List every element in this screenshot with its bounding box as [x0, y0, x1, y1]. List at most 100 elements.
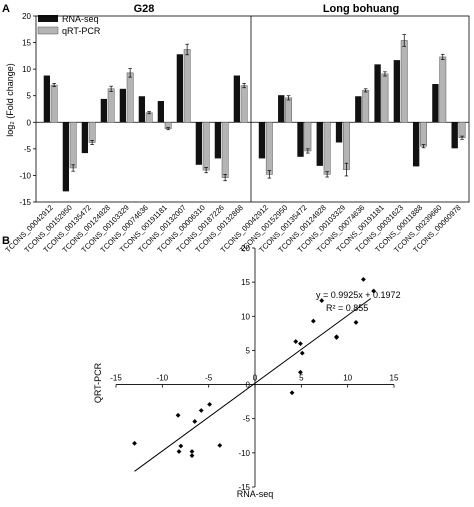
legend-swatch-qrt-pcr	[37, 26, 59, 35]
panel-a-y-tick-label: -5	[24, 145, 32, 154]
panel-a-y-tick-label: -10	[19, 171, 31, 180]
bar-rna-seq	[176, 54, 183, 123]
bar-qrt-pcr	[126, 72, 134, 123]
bar-rna-seq	[374, 64, 381, 123]
scatter-point	[371, 288, 377, 294]
panel-b-y-tick-label: 5	[246, 346, 251, 355]
regression-equation: y = 0.9925x + 0.1972	[316, 290, 401, 300]
bar-rna-seq	[355, 96, 362, 123]
bar-qrt-pcr	[69, 122, 77, 169]
panel-b-label: B	[2, 235, 10, 247]
bar-qrt-pcr	[183, 49, 191, 123]
trendline	[134, 298, 372, 472]
legend-swatch-rna-seq	[38, 15, 58, 22]
panel-b-x-axis-label: RNA-seq	[237, 489, 274, 499]
scatter-point	[198, 408, 204, 413]
panel-b-x-tick-label: 5	[299, 374, 304, 383]
panel-b-y-axis-label: QRT-PCR	[93, 362, 103, 403]
bar-qrt-pcr	[88, 122, 96, 143]
bar-qrt-pcr	[202, 122, 210, 171]
panel-b-x-tick-label: 0	[253, 374, 258, 383]
scatter-point	[334, 335, 339, 340]
panel-b-y-tick-label: -10	[238, 449, 250, 458]
bar-rna-seq	[278, 95, 285, 123]
bar-rna-seq	[258, 122, 266, 159]
panel-a-y-tick-label: -15	[19, 198, 31, 207]
bar-rna-seq	[138, 96, 145, 123]
panel-b-y-tick-label: 15	[241, 278, 250, 287]
scatter-point	[189, 453, 195, 458]
scatter-point	[207, 401, 212, 407]
panel-b-x-tick-label: -10	[157, 374, 169, 383]
scatter-point	[175, 412, 181, 418]
scatter-point	[310, 318, 316, 324]
bar-qrt-pcr	[420, 122, 427, 147]
panel-a-y-tick-label: 5	[27, 92, 32, 101]
panel-b-x-tick-label: 15	[390, 374, 399, 383]
scatter-point	[192, 419, 198, 424]
bar-rna-seq	[451, 122, 458, 149]
scatter-point	[298, 369, 303, 375]
panel-b-plot: -15 -10 -5 0 5 10 15 -15 -10 -5 0 5 10 15 20	[110, 244, 399, 492]
bar-qrt-pcr	[240, 85, 248, 123]
scatter-point	[189, 449, 195, 454]
bar-qrt-pcr	[304, 122, 312, 152]
bar-qrt-pcr	[400, 40, 408, 123]
panel-b-y-tick-label: 10	[241, 312, 250, 321]
panel-b-y-tick-label: 20	[241, 244, 250, 253]
group-title-long-bohuang: Long bohuang	[323, 3, 399, 15]
panel-b-y-tick-label: -5	[243, 415, 251, 424]
scatter-point	[298, 341, 303, 346]
scatter-point	[353, 320, 359, 325]
bar-rna-seq	[100, 98, 107, 123]
bar-rna-seq	[214, 122, 221, 159]
bar-rna-seq	[195, 122, 202, 165]
bar-rna-seq	[316, 122, 323, 166]
group-title-g28: G28	[134, 3, 155, 15]
bar-qrt-pcr	[285, 97, 293, 123]
panel-a-label: A	[2, 3, 10, 15]
bar-rna-seq	[157, 101, 164, 123]
bar-rna-seq	[393, 60, 401, 123]
scatter-point	[299, 350, 305, 356]
bar-rna-seq	[297, 122, 304, 157]
panel-b-x-tick-label: -5	[205, 374, 213, 383]
panel-a-y-tick-label: 10	[22, 65, 31, 74]
bar-rna-seq	[43, 75, 50, 123]
r-squared-label: R² = 0.855	[326, 303, 368, 313]
legend: RNA-seq qRT-PCR	[37, 14, 101, 36]
scatter-point	[178, 443, 184, 449]
panel-b-x-tick-label: 10	[343, 374, 352, 383]
bar-rna-seq	[119, 88, 126, 123]
bar-rna-seq	[335, 122, 343, 143]
bar-rna-seq	[233, 75, 240, 123]
panel-a-frame	[35, 15, 470, 203]
bar-qrt-pcr	[50, 84, 58, 123]
scatter-point	[132, 440, 137, 446]
bar-rna-seq	[81, 122, 88, 154]
legend-label-rna-seq: RNA-seq	[62, 14, 99, 24]
bar-rna-seq	[62, 122, 69, 192]
bar-qrt-pcr	[145, 112, 153, 123]
panel-b-y-tick-label: 0	[246, 381, 251, 390]
bar-qrt-pcr	[342, 122, 350, 170]
bar-qrt-pcr	[107, 88, 115, 123]
scatter-point	[289, 390, 295, 396]
scatter-point	[319, 298, 325, 303]
panel-b-y-tick-label: -15	[238, 483, 250, 492]
panel-a-y-axis-label: log₂ (Fold change)	[5, 63, 15, 137]
panel-b-x-tick-label: -15	[110, 374, 122, 383]
panel-a-y-tick-label: 15	[22, 39, 31, 48]
bar-qrt-pcr	[323, 122, 331, 175]
legend-label-qrt-pcr: qRT-PCR	[62, 26, 101, 36]
scatter-point	[293, 339, 299, 344]
panel-a-y-tick-label: 20	[22, 12, 31, 21]
bar-qrt-pcr	[265, 122, 273, 175]
bar-rna-seq	[412, 122, 420, 167]
bar-qrt-pcr	[439, 56, 447, 123]
scatter-point	[176, 449, 182, 454]
bar-qrt-pcr	[362, 90, 370, 123]
scatter-point	[361, 277, 366, 282]
panel-a-y-tick-label: 0	[27, 118, 32, 127]
